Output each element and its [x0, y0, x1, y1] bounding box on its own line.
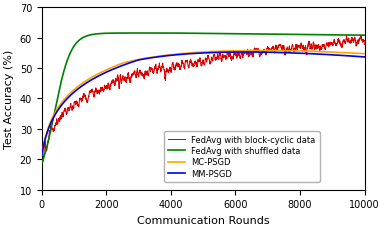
- X-axis label: Communication Rounds: Communication Rounds: [137, 215, 270, 225]
- FedAvg with block-cyclic data: [188, 60, 192, 63]
- FedAvg with block-cyclic data: [362, 44, 367, 47]
- MM-PSGD: [353, 56, 358, 58]
- Line: FedAvg with shuffled data: FedAvg with shuffled data: [42, 34, 364, 164]
- MC-PSGD: [40, 154, 44, 157]
- MC-PSGD: [294, 50, 298, 53]
- MC-PSGD: [353, 53, 358, 55]
- MM-PSGD: [40, 153, 44, 156]
- FedAvg with shuffled data: [56, 93, 61, 96]
- MC-PSGD: [196, 52, 201, 55]
- MC-PSGD: [258, 50, 263, 53]
- Line: FedAvg with block-cyclic data: FedAvg with block-cyclic data: [42, 36, 364, 167]
- FedAvg with shuffled data: [294, 34, 298, 37]
- FedAvg with shuffled data: [353, 35, 358, 37]
- FedAvg with shuffled data: [362, 35, 367, 37]
- MM-PSGD: [243, 52, 247, 54]
- MC-PSGD: [353, 53, 358, 55]
- MC-PSGD: [56, 106, 61, 109]
- FedAvg with block-cyclic data: [196, 59, 201, 62]
- Line: MM-PSGD: MM-PSGD: [42, 53, 364, 155]
- FedAvg with block-cyclic data: [344, 35, 349, 38]
- FedAvg with shuffled data: [353, 35, 358, 37]
- MM-PSGD: [294, 52, 298, 55]
- Y-axis label: Test Accuracy (%): Test Accuracy (%): [4, 49, 14, 148]
- FedAvg with block-cyclic data: [293, 44, 298, 46]
- MM-PSGD: [353, 56, 358, 58]
- FedAvg with shuffled data: [197, 33, 201, 35]
- MM-PSGD: [56, 109, 61, 112]
- FedAvg with block-cyclic data: [353, 39, 358, 42]
- FedAvg with shuffled data: [188, 33, 193, 35]
- FedAvg with block-cyclic data: [353, 39, 358, 42]
- FedAvg with shuffled data: [169, 33, 173, 35]
- MC-PSGD: [188, 52, 192, 55]
- MM-PSGD: [362, 56, 367, 59]
- MM-PSGD: [196, 53, 201, 55]
- MM-PSGD: [188, 53, 192, 56]
- Line: MC-PSGD: MC-PSGD: [42, 51, 364, 155]
- FedAvg with block-cyclic data: [40, 166, 44, 169]
- MC-PSGD: [362, 53, 367, 56]
- FedAvg with shuffled data: [40, 162, 44, 165]
- Legend: FedAvg with block-cyclic data, FedAvg with shuffled data, MC-PSGD, MM-PSGD: FedAvg with block-cyclic data, FedAvg wi…: [164, 132, 320, 182]
- FedAvg with block-cyclic data: [56, 118, 61, 120]
